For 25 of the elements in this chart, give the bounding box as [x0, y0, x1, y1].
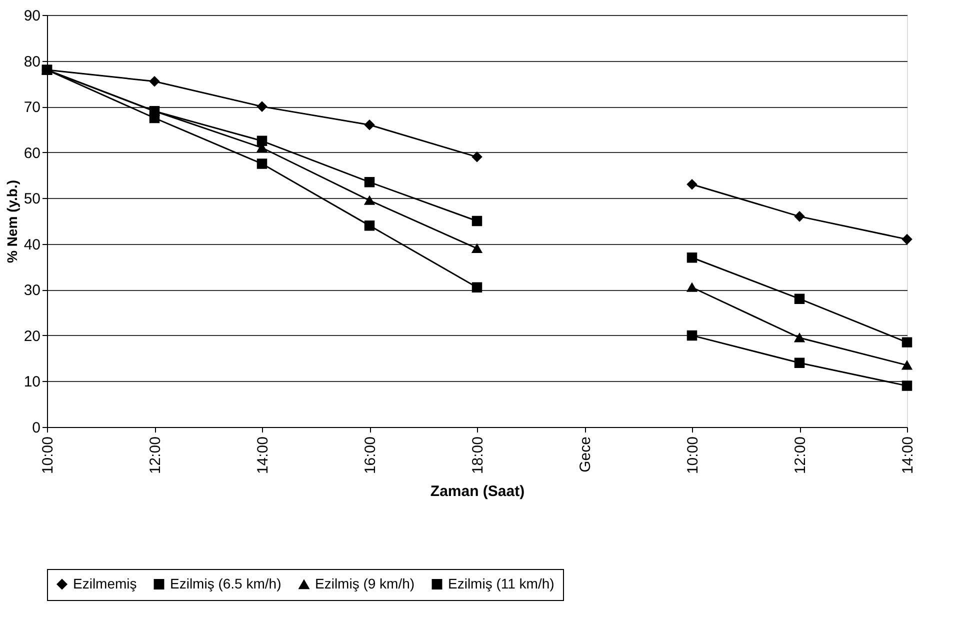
legend-label: Ezilmiş (9 km/h) [315, 576, 415, 592]
x-tick-label: 16:00 [362, 436, 379, 474]
y-tick-label: 90 [24, 8, 40, 24]
x-tick-label: 10:00 [684, 436, 702, 474]
x-axis-title: Zaman (Saat) [430, 483, 525, 500]
y-tick-label: 40 [24, 236, 40, 254]
legend-label: Ezilmiş (11 km/h) [448, 575, 554, 592]
y-tick-label: 60 [24, 144, 40, 162]
y-axis-title: % Nem (y.b.) [4, 180, 20, 263]
x-tick-label: Gece [577, 436, 594, 472]
x-tick-label: 14:00 [254, 436, 272, 474]
x-tick-label: 14:00 [900, 436, 916, 474]
y-tick-label: 50 [24, 190, 40, 208]
legend-label: Ezilmiş (6.5 km/h) [170, 575, 282, 592]
x-tick-label: 18:00 [470, 436, 486, 474]
y-tick-label: 70 [24, 99, 40, 116]
y-tick-label: 10 [24, 374, 40, 391]
y-tick-label: 20 [24, 328, 40, 345]
y-tick-label: 0 [32, 420, 40, 436]
legend-label: Ezilmemiş [73, 575, 137, 592]
x-tick-label: 12:00 [147, 436, 164, 474]
x-tick-label: 10:00 [40, 436, 56, 474]
y-tick-label: 80 [24, 53, 40, 70]
y-tick-label: 30 [24, 282, 40, 300]
x-tick-label: 12:00 [792, 436, 809, 474]
